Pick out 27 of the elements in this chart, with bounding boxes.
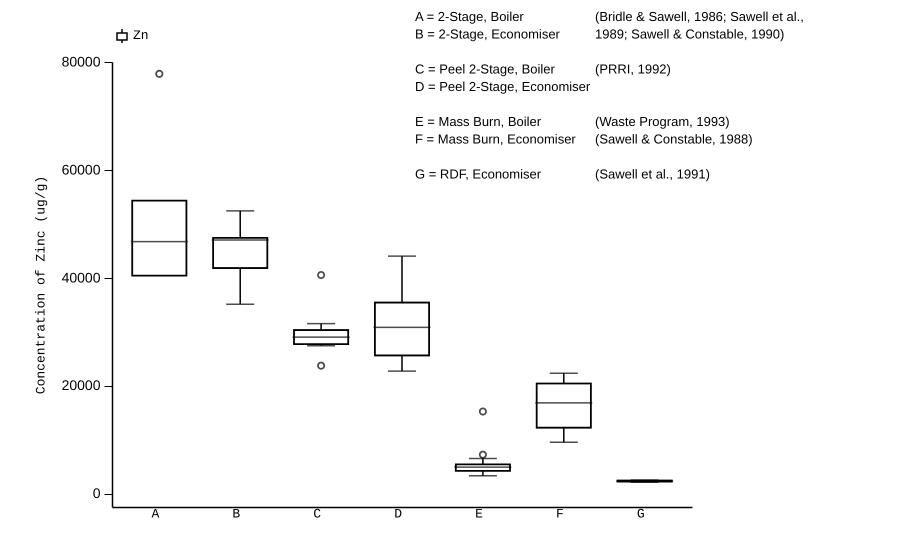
text: A = 2-Stage, Boiler bbox=[415, 9, 524, 24]
x-tick-label: B bbox=[232, 506, 240, 522]
annotation: (Sawell & Constable, 1988) bbox=[595, 132, 753, 146]
annotation: (Waste Program, 1993) bbox=[595, 114, 730, 129]
y-axis-title: Concentration of Zinc (ug/g) bbox=[34, 176, 49, 394]
x-tick-label: A bbox=[152, 506, 160, 522]
legend-label: Zn bbox=[133, 28, 149, 43]
y-tick-label: 0 bbox=[92, 485, 101, 502]
text: (Bridle & Sawell, 1986; Sawell et al., bbox=[595, 9, 804, 24]
text: B = 2-Stage, Economiser bbox=[415, 26, 561, 42]
annotation: E = Mass Burn, Boiler bbox=[415, 114, 542, 129]
y-tick-label: 40000 bbox=[62, 269, 101, 286]
annotation: (PRRI, 1992) bbox=[595, 62, 671, 76]
text: 1989; Sawell & Constable, 1990) bbox=[595, 26, 784, 42]
annotation: (Sawell et al., 1991) bbox=[595, 166, 710, 182]
x-tick-label: D bbox=[394, 506, 402, 522]
x-tick-label: F bbox=[556, 506, 564, 522]
annotation: C = Peel 2-Stage, Boiler bbox=[415, 62, 556, 76]
x-tick-label: E bbox=[475, 506, 484, 522]
y-tick-label: 80000 bbox=[62, 54, 101, 70]
x-tick-label: C bbox=[313, 506, 322, 522]
y-tick-label: 20000 bbox=[62, 377, 101, 394]
x-tick-label: G bbox=[636, 506, 645, 522]
annotation: G = RDF, Economiser bbox=[415, 166, 542, 182]
annotation: F = Mass Burn, Economiser bbox=[415, 132, 576, 146]
annotation: D = Peel 2-Stage, Economiser bbox=[415, 79, 591, 94]
y-tick-label: 60000 bbox=[62, 161, 101, 178]
